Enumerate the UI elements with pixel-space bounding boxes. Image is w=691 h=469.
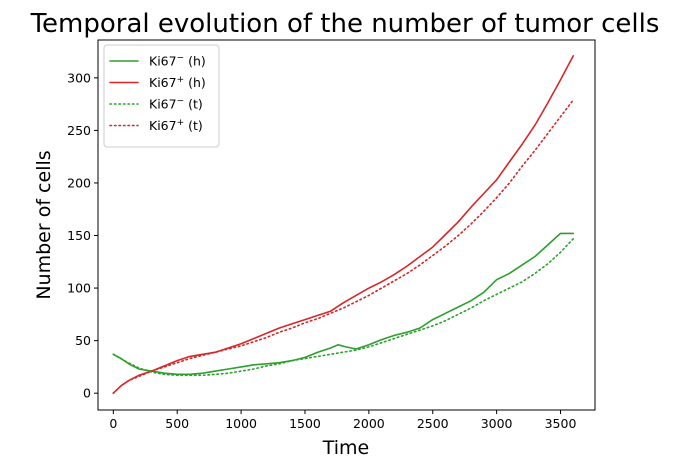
x-tick-label: 500	[165, 416, 189, 431]
legend: Ki67− (h)Ki67+ (h)Ki67− (t)Ki67+ (t)	[103, 44, 220, 148]
series-line-3	[112, 237, 575, 377]
legend-label-superscript: −	[177, 97, 185, 107]
legend-label-superscript: +	[177, 118, 185, 128]
legend-label: Ki67− (t)	[149, 97, 203, 112]
x-tick-label: 3500	[545, 416, 577, 431]
x-tick-label: 2000	[353, 416, 385, 431]
series-lines	[112, 55, 575, 394]
x-tick-label: 0	[109, 416, 117, 431]
y-tick-label: 50	[75, 333, 91, 348]
legend-label: Ki67+ (h)	[149, 75, 206, 90]
legend-label-base: Ki67	[149, 54, 177, 69]
y-axis-label: Number of cells	[33, 150, 55, 299]
y-tick-label: 250	[67, 123, 91, 138]
y-tick-label: 100	[67, 281, 91, 296]
y-axis-ticks: 0 50 100 150 200 250 300	[67, 70, 98, 401]
legend-label-superscript: +	[177, 75, 185, 85]
series-line-2	[112, 55, 575, 394]
legend-label-base: Ki67	[149, 75, 177, 90]
x-tick-label: 2500	[417, 416, 449, 431]
x-axis-label: Time	[322, 437, 370, 459]
legend-label-suffix: (t)	[184, 97, 203, 112]
legend-label-suffix: (h)	[184, 75, 206, 90]
y-tick-label: 300	[67, 70, 91, 85]
series-line-4	[112, 99, 575, 394]
x-axis-ticks: 0 500 1000 1500 2000 2500 3000 3500	[109, 410, 576, 431]
y-tick-label: 150	[67, 228, 91, 243]
legend-label: Ki67+ (t)	[149, 118, 203, 133]
legend-label: Ki67− (h)	[149, 54, 206, 69]
legend-label-base: Ki67	[149, 118, 177, 133]
y-tick-label: 200	[67, 175, 91, 190]
x-tick-label: 3000	[481, 416, 513, 431]
plot-area-frame	[97, 39, 596, 411]
legend-label-base: Ki67	[149, 97, 177, 112]
chart-title: Temporal evolution of the number of tumo…	[30, 9, 660, 39]
series-line-1	[112, 232, 575, 376]
legend-label-suffix: (t)	[184, 118, 203, 133]
x-tick-label: 1500	[289, 416, 321, 431]
y-tick-label: 0	[83, 386, 91, 401]
x-tick-label: 1000	[225, 416, 257, 431]
legend-box	[103, 44, 220, 148]
legend-label-superscript: −	[177, 54, 185, 64]
legend-label-suffix: (h)	[184, 54, 206, 69]
